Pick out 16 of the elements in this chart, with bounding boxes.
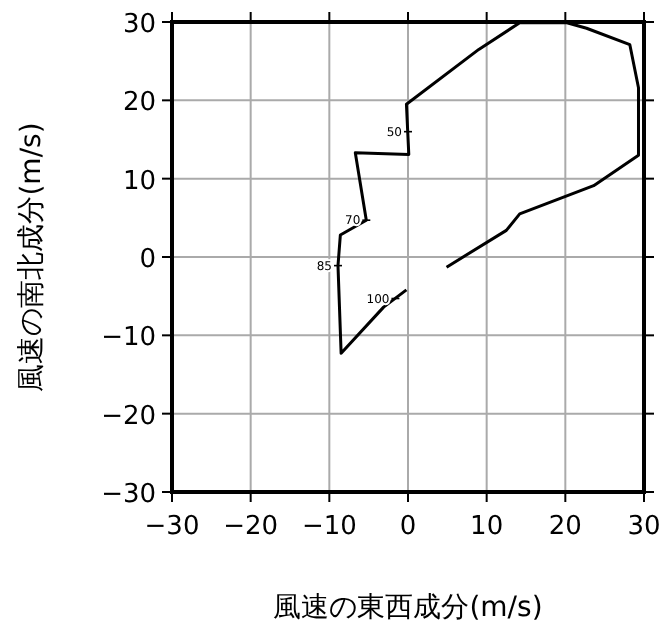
y-tick-label: 20 xyxy=(122,88,156,119)
y-tick-label: 30 xyxy=(122,10,156,40)
x-tick-label: −10 xyxy=(301,512,357,542)
y-tick-label: −10 xyxy=(101,323,156,354)
x-tick-label: 20 xyxy=(548,512,582,542)
y-tick-label: 10 xyxy=(122,166,156,197)
x-tick-label: −20 xyxy=(223,512,279,542)
y-tick-label: 0 xyxy=(139,245,156,275)
x-axis-title: 風速の東西成分(m/s) xyxy=(273,592,543,624)
x-tick-label: 0 xyxy=(399,512,417,542)
x-tick-label: 10 xyxy=(470,512,504,542)
x-tick-label: 30 xyxy=(627,512,661,542)
x-tick-label: −30 xyxy=(144,512,200,542)
y-tick-label: −20 xyxy=(101,401,156,432)
y-axis-title: 風速の南北成分(m/s) xyxy=(16,122,48,392)
y-tick-label: −30 xyxy=(101,480,156,510)
